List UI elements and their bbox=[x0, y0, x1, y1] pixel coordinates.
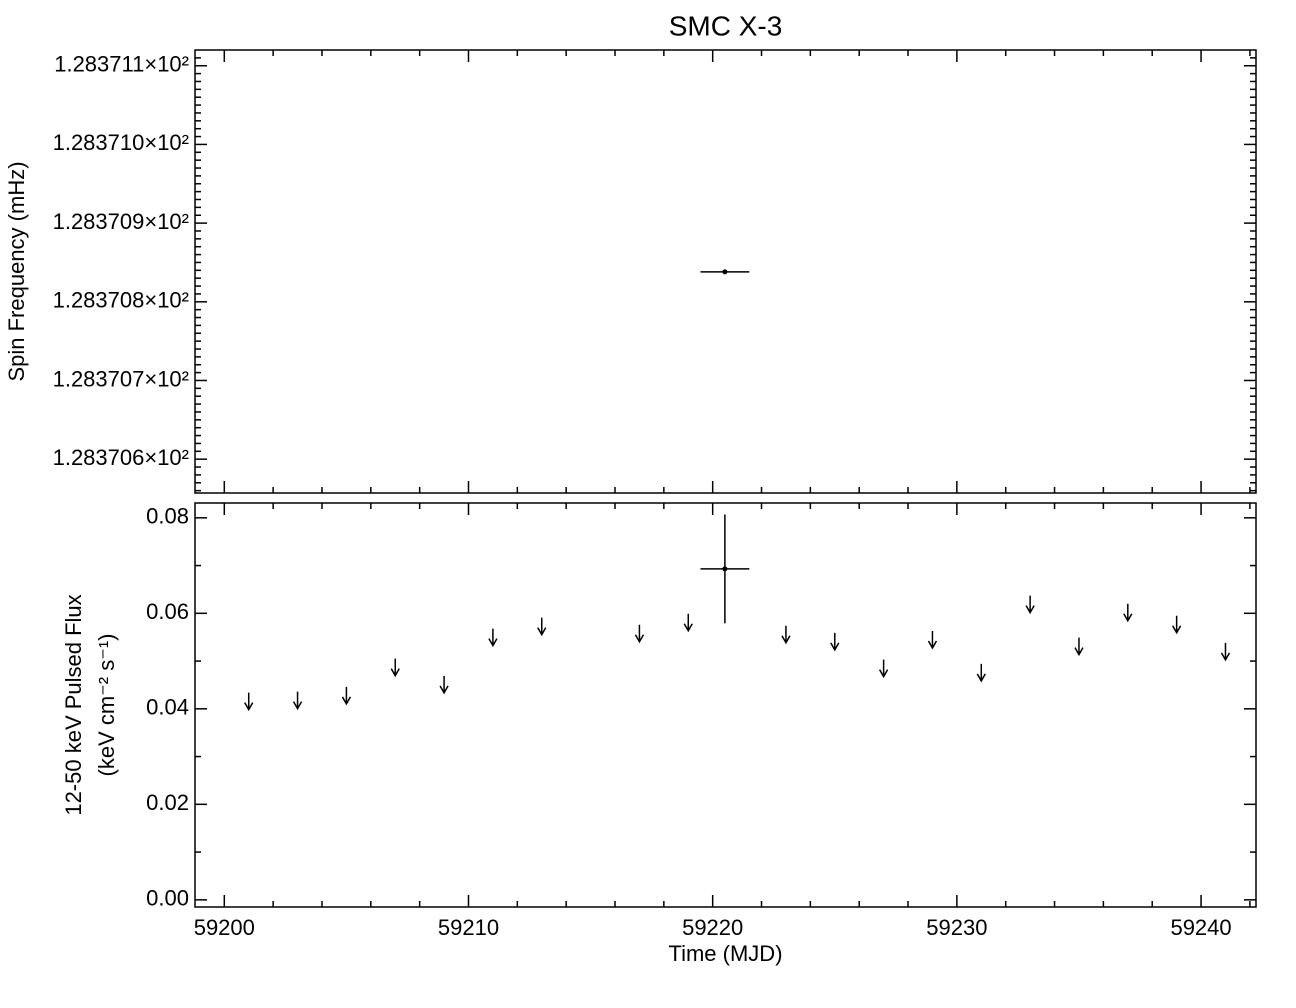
y-tick-label: 1.283710×10² bbox=[53, 130, 189, 155]
upper-limit-arrow bbox=[244, 692, 254, 712]
x-tick-label: 59230 bbox=[926, 915, 987, 940]
x-tick-label: 59200 bbox=[194, 915, 255, 940]
upper-limit-arrow bbox=[1123, 603, 1133, 623]
upper-limit-arrow bbox=[634, 624, 645, 644]
upper-limit-arrow bbox=[830, 632, 840, 652]
chart-title: SMC X-3 bbox=[669, 10, 783, 41]
y-tick-label: 0.06 bbox=[146, 599, 189, 624]
y-axis-label: Spin Frequency (mHz) bbox=[4, 161, 29, 381]
upper-limit-arrow bbox=[1025, 595, 1035, 615]
x-tick-label: 59220 bbox=[682, 915, 743, 940]
upper-limit-arrow bbox=[1171, 615, 1182, 635]
upper-limit-arrow bbox=[1220, 642, 1231, 662]
upper-limit-arrow bbox=[439, 675, 449, 695]
y-tick-label: 1.283708×10² bbox=[53, 288, 189, 313]
upper-limit-arrow bbox=[292, 691, 303, 711]
y-tick-label: 1.283706×10² bbox=[53, 445, 189, 470]
upper-limit-arrow bbox=[537, 617, 547, 637]
x-tick-label: 59240 bbox=[1170, 915, 1231, 940]
y-tick-label: 0.04 bbox=[146, 695, 189, 720]
data-point bbox=[722, 566, 728, 572]
y-tick-label: 1.283711×10² bbox=[54, 52, 189, 77]
upper-limit-arrow bbox=[683, 613, 693, 633]
y-tick-label: 1.283707×10² bbox=[53, 366, 189, 391]
y-axis-label: 12-50 keV Pulsed Flux bbox=[61, 594, 86, 815]
data-point bbox=[722, 269, 728, 275]
upper-limit-arrow bbox=[781, 625, 791, 645]
plot-frame bbox=[194, 49, 1257, 494]
y-tick-label: 0.00 bbox=[146, 886, 189, 911]
y-tick-label: 1.283709×10² bbox=[53, 209, 189, 234]
upper-limit-arrow bbox=[878, 659, 889, 679]
plot-frame bbox=[194, 502, 1257, 908]
upper-limit-arrow bbox=[390, 658, 400, 678]
upper-limit-arrow bbox=[1074, 637, 1084, 657]
x-axis-label: Time (MJD) bbox=[668, 941, 782, 966]
upper-limit-arrow bbox=[488, 628, 498, 648]
y-tick-label: 0.02 bbox=[146, 790, 189, 815]
upper-limit-arrow bbox=[976, 663, 986, 683]
x-tick-label: 59210 bbox=[438, 915, 499, 940]
upper-limit-arrow bbox=[341, 686, 352, 706]
y-axis-label: (keV cm⁻² s⁻¹) bbox=[94, 634, 119, 777]
upper-limit-arrow bbox=[927, 630, 938, 650]
y-tick-label: 0.08 bbox=[146, 504, 189, 529]
